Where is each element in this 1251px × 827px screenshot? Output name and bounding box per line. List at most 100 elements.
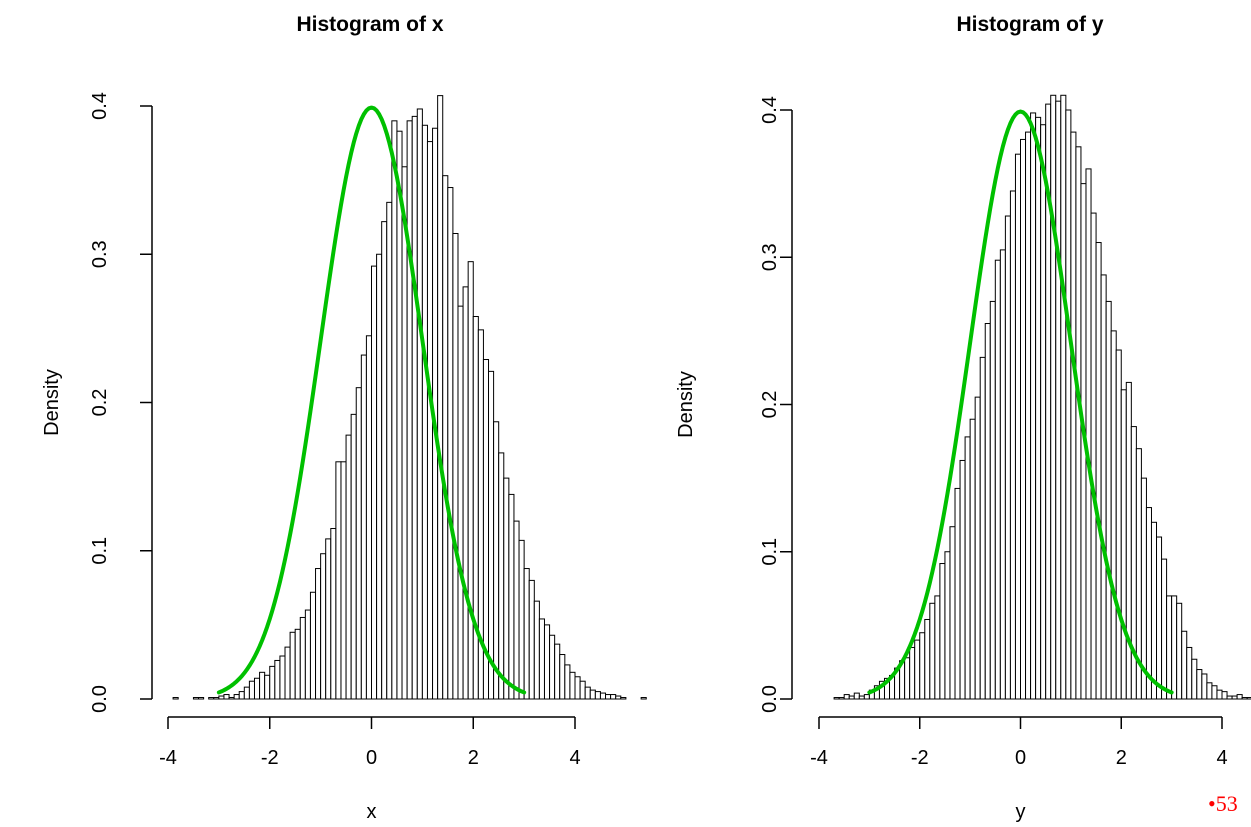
histogram-bar (989, 300, 996, 700)
histogram-bar (554, 643, 561, 700)
histogram-bar (1145, 507, 1152, 700)
histogram-bar (284, 646, 291, 700)
y-tick-label: 0.2 (89, 389, 111, 417)
x-axis-label: x (367, 801, 377, 823)
histogram-bar (974, 396, 981, 700)
histogram-bar (386, 201, 393, 700)
histogram-bar (1181, 630, 1188, 700)
histogram-bar (914, 639, 921, 700)
histogram-bar (574, 676, 581, 700)
histogram-bar (289, 631, 296, 700)
histogram-bar (411, 115, 418, 700)
histogram-bar (1095, 242, 1102, 700)
histogram-bar (253, 677, 261, 700)
histogram-bar (340, 461, 347, 700)
histogram-bar (1226, 695, 1233, 700)
histogram-bar (279, 655, 286, 700)
normal-density-curve (216, 105, 527, 695)
histogram-bar (518, 539, 525, 700)
histogram-bar (1171, 595, 1178, 700)
histogram-bar (904, 657, 911, 700)
y-tick-label: 0.3 (89, 240, 111, 268)
histogram-bar (320, 553, 327, 700)
histogram-bar (528, 579, 535, 700)
histogram-bar (969, 418, 976, 700)
histogram-bar (1009, 190, 1016, 700)
histogram-bar (1156, 536, 1163, 700)
histogram-bar (1176, 602, 1183, 700)
histogram-bar (1065, 109, 1072, 700)
histogram-bar (493, 421, 500, 700)
histogram-bar (1085, 168, 1092, 700)
histogram-bar (949, 526, 956, 700)
histogram-bar (1206, 682, 1213, 700)
histogram-bar (1035, 116, 1042, 700)
histogram-bar (538, 618, 545, 700)
histogram-bar (315, 568, 322, 700)
histogram-bar (833, 697, 840, 700)
histogram-bar (508, 493, 515, 700)
histogram-bar (1070, 131, 1077, 700)
x-tick-label: 0 (366, 747, 377, 769)
histogram-bar (909, 646, 916, 700)
histogram-bar (919, 632, 926, 700)
histogram-bars (172, 95, 647, 700)
y-tick-label: 0.2 (759, 391, 781, 419)
histogram-bar (462, 286, 469, 700)
histogram-bar (218, 695, 225, 700)
histogram-bar (1221, 691, 1228, 700)
chart-title: Histogram of y (956, 13, 1103, 36)
histogram-bar (929, 602, 936, 700)
y-tick-label: 0.0 (89, 685, 111, 713)
histogram-bar (1201, 673, 1208, 700)
chart-title: Histogram of x (296, 13, 443, 36)
histogram-bars (833, 94, 1251, 700)
x-tick-label: 0 (1015, 747, 1026, 769)
x-tick-label: 2 (1116, 747, 1127, 769)
histogram-bar (1020, 138, 1027, 700)
histogram-bar (498, 452, 505, 700)
histogram-bar (472, 316, 479, 700)
histogram-bar (1246, 697, 1251, 700)
histogram-bar (243, 686, 250, 700)
histogram-bar (406, 120, 413, 700)
histogram-bar (437, 95, 444, 700)
histogram-bar (299, 616, 306, 700)
histogram-bar (853, 692, 860, 700)
histogram-bar (371, 265, 378, 700)
histogram-bar (213, 697, 220, 700)
histogram-bar (198, 697, 205, 700)
histogram-bar (543, 624, 551, 700)
histogram-bar (934, 595, 941, 700)
histogram-bar (345, 434, 352, 700)
histogram-bar (335, 461, 342, 700)
histogram-bar (1241, 697, 1248, 700)
histogram-bar (355, 387, 362, 700)
histogram-bar (457, 305, 464, 700)
histogram-bar (1050, 94, 1057, 700)
histogram-bar (416, 108, 423, 700)
y-axis: 0.0 0.1 0.2 0.3 0.4 (759, 96, 793, 713)
histogram-bar (325, 538, 332, 700)
histogram-bar (564, 664, 571, 700)
histogram-bar (620, 697, 627, 700)
histogram-bar (640, 697, 647, 700)
histogram-bar (381, 221, 388, 700)
slide-number: •53 (1208, 791, 1238, 816)
histogram-bar (533, 600, 540, 700)
histogram-bar (233, 694, 240, 700)
histogram-bar (1055, 100, 1062, 700)
histogram-bar (309, 591, 317, 700)
histogram-bar (1231, 695, 1238, 700)
histogram-bar (1030, 112, 1037, 700)
histogram-bar (513, 520, 520, 700)
histogram-bar (192, 697, 200, 700)
histogram-bar (304, 609, 311, 700)
histogram-bar (238, 691, 245, 700)
histogram-bar (223, 694, 230, 700)
histogram-bar (1236, 694, 1243, 700)
histogram-bar (594, 691, 601, 700)
histogram-bar (964, 436, 971, 700)
histogram-bar (1060, 94, 1067, 700)
histogram-bar (442, 175, 449, 700)
